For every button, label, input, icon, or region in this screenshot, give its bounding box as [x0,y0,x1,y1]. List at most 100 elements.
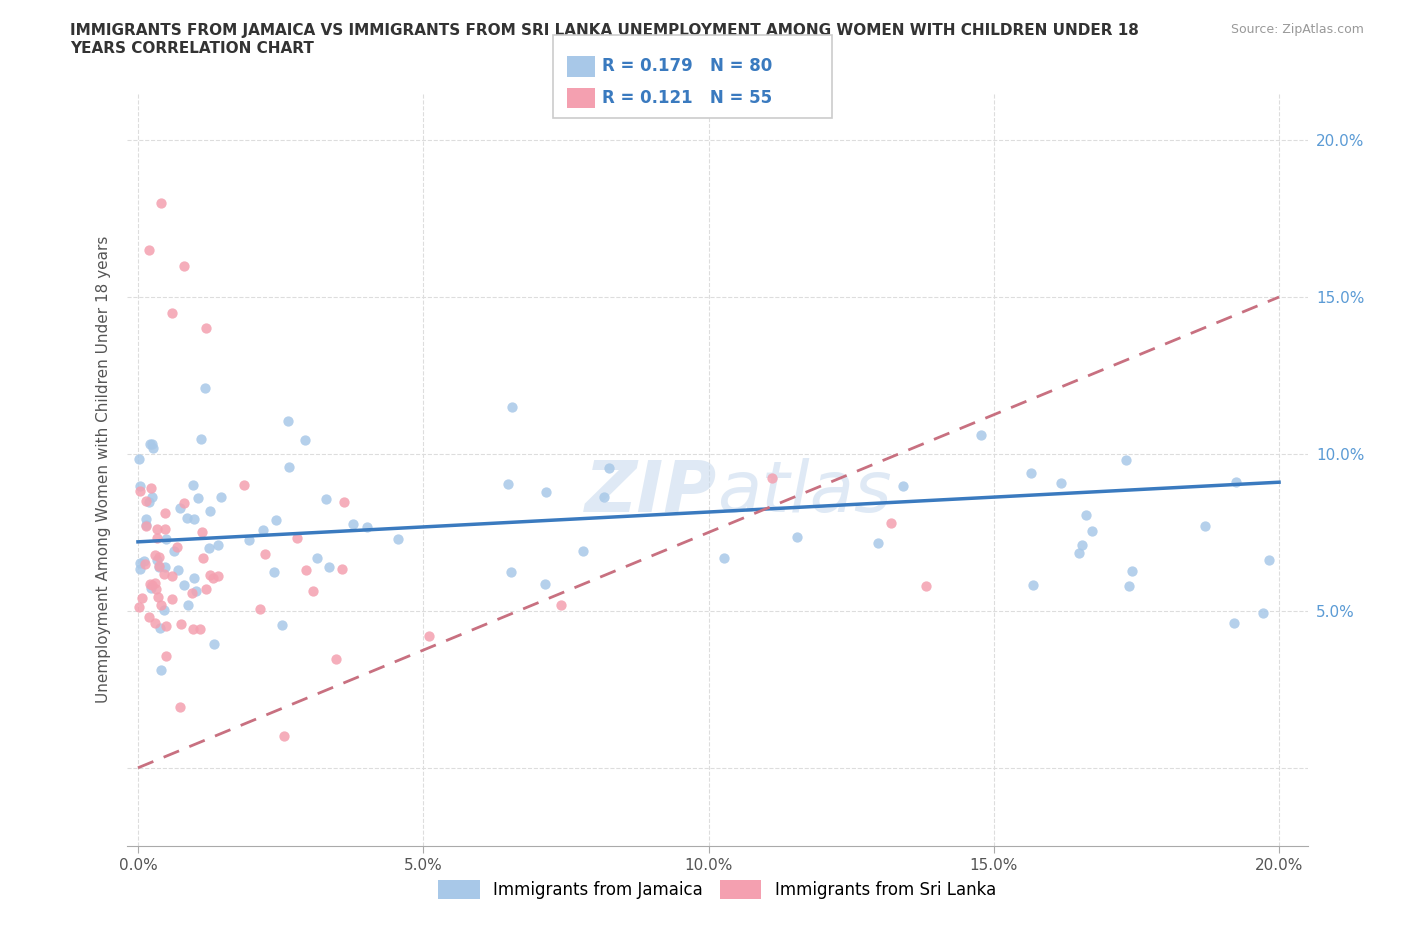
Point [128,484,150,498]
Point [132,554,155,569]
Point [173,496,195,511]
Text: R = 0.121   N = 55: R = 0.121 N = 55 [602,89,772,107]
Point [183,570,205,585]
Point [273,729,295,744]
Point [496,476,519,491]
Point [1022,578,1045,592]
Point [191,551,214,565]
Point [198,540,221,555]
Point [134,557,156,572]
Point [194,581,217,596]
Point [135,517,157,532]
Point [550,598,572,613]
Point [141,436,163,451]
Point [330,562,353,577]
Point [131,591,153,605]
Point [167,562,190,577]
Point [153,603,176,618]
Point [143,548,166,563]
Point [180,586,202,601]
Point [146,522,169,537]
Point [138,243,160,258]
Point [148,559,170,574]
Point [139,580,162,595]
Text: IMMIGRANTS FROM JAMAICA VS IMMIGRANTS FROM SRI LANKA UNEMPLOYMENT AMONG WOMEN WI: IMMIGRANTS FROM JAMAICA VS IMMIGRANTS FR… [70,23,1139,56]
Point [598,460,620,475]
Point [135,494,157,509]
Point [160,305,183,320]
Point [233,478,256,493]
Point [325,651,347,666]
Point [593,490,616,505]
Legend: Immigrants from Jamaica, Immigrants from Sri Lanka: Immigrants from Jamaica, Immigrants from… [432,873,1002,906]
Point [866,536,889,551]
Point [155,532,177,547]
Text: Source: ZipAtlas.com: Source: ZipAtlas.com [1230,23,1364,36]
Point [252,523,274,538]
Point [501,399,523,414]
Point [145,581,167,596]
Point [148,550,170,565]
Point [295,563,318,578]
Point [1076,508,1098,523]
Point [128,479,150,494]
Point [915,578,938,593]
Point [143,615,166,630]
Point [190,432,212,446]
Point [534,485,557,499]
Point [181,478,204,493]
Point [1253,605,1275,620]
Point [138,609,160,624]
Point [387,532,409,547]
Point [160,568,183,583]
Point [418,629,440,644]
Point [302,584,325,599]
Point [238,533,260,548]
Point [1069,546,1091,561]
Point [1225,474,1247,489]
Point [187,491,209,506]
Point [177,598,200,613]
Point [190,621,212,636]
Point [195,321,218,336]
Point [166,539,188,554]
Point [333,495,356,510]
Point [761,471,783,485]
Point [141,489,163,504]
Point [202,571,225,586]
Point [263,565,285,579]
Point [1019,466,1042,481]
Point [148,559,170,574]
Point [181,621,204,636]
Point [207,538,229,552]
Point [271,618,294,632]
Point [128,600,150,615]
Point [149,662,172,677]
Point [356,519,378,534]
Point [207,569,229,584]
Point [285,530,308,545]
Point [342,516,364,531]
Point [139,577,162,591]
Point [1118,578,1140,593]
Point [1050,475,1073,490]
Point [307,551,329,565]
Point [135,512,157,526]
Point [1081,524,1104,538]
Point [786,529,808,544]
Point [145,530,167,545]
Y-axis label: Unemployment Among Women with Children Under 18 years: Unemployment Among Women with Children U… [96,236,111,703]
Point [149,195,172,210]
Point [534,577,557,591]
Text: R = 0.179   N = 80: R = 0.179 N = 80 [602,58,772,75]
Point [191,525,214,539]
Point [1223,615,1246,630]
Point [129,555,152,570]
Point [139,481,162,496]
Text: atlas: atlas [717,458,891,526]
Point [155,649,177,664]
Point [278,459,301,474]
Point [143,576,166,591]
Point [499,565,522,579]
Point [318,560,340,575]
